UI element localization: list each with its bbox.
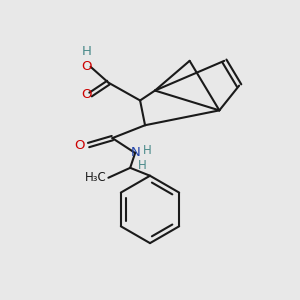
Text: H: H bbox=[82, 45, 92, 58]
Text: O: O bbox=[81, 88, 92, 101]
Text: H: H bbox=[138, 159, 146, 172]
Text: O: O bbox=[81, 60, 92, 73]
Text: H: H bbox=[143, 145, 152, 158]
Text: H₃C: H₃C bbox=[85, 171, 106, 184]
Text: N: N bbox=[130, 146, 140, 160]
Text: O: O bbox=[74, 139, 85, 152]
